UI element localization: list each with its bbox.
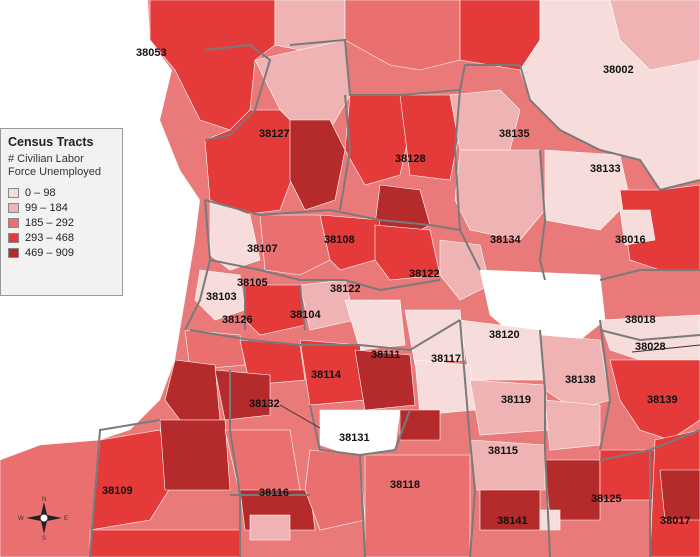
zip-label: 38109 [102,485,133,497]
zip-label: 38133 [590,163,621,175]
legend-swatch [8,202,19,213]
zip-label: 38117 [431,353,461,365]
zip-label: 38114 [311,369,342,381]
zip-label: 38135 [499,128,530,140]
legend-item: 0 – 98 [8,185,115,200]
legend-subtitle-line1: # Civilian Labor [8,153,84,165]
legend-item: 185 – 292 [8,215,115,230]
zip-label: 38111 [371,349,400,361]
zip-label: 38128 [395,153,426,165]
zip-boundaries [89,38,700,557]
legend-subtitle: # Civilian Labor Force Unemployed [8,153,115,179]
compass-w: W [18,516,24,522]
legend-label: 293 – 468 [25,231,74,244]
compass-s: S [42,536,46,540]
zip-label: 38120 [489,329,520,341]
compass-e: E [64,516,68,522]
zip-label: 38115 [488,445,518,457]
legend-label: 99 – 184 [25,201,68,214]
zip-label: 38126 [222,314,253,326]
zip-label: 38104 [290,309,321,321]
zip-label: 38122 [330,283,361,295]
zip-label: 38132 [249,398,280,410]
compass-n: N [42,497,46,503]
legend-subtitle-line2: Force Unemployed [8,166,101,178]
zip-label: 38141 [497,515,528,527]
zip-label: 38119 [501,394,531,406]
zip-label: 38138 [565,374,596,386]
zip-label: 38108 [324,234,355,246]
zip-label: 38118 [390,479,420,491]
zip-label: 38116 [259,487,289,499]
zip-label: 38002 [603,64,634,76]
zip-label: 38103 [206,291,237,303]
zip-label: 38134 [490,234,521,246]
zip-label: 38127 [259,128,290,140]
legend-swatch [8,187,19,198]
zip-labels: 38053 38002 38127 38135 38128 38133 3810… [102,47,691,527]
zip-label: 38018 [625,314,656,326]
legend-swatch [8,232,19,243]
zip-label: 38016 [615,234,646,246]
zip-label: 38107 [247,243,278,255]
zip-label: 38017 [660,515,691,527]
legend-label: 469 – 909 [25,246,74,259]
zip-label: 38122 [409,268,440,280]
zip-label: 38125 [591,493,622,505]
zip-label: 38053 [136,47,167,59]
zip-label: 38105 [237,277,268,289]
legend-title: Census Tracts [8,135,94,149]
zip-label: 38139 [647,394,678,406]
compass-rose-icon: N S W E [18,497,68,540]
legend-item: 99 – 184 [8,200,115,215]
legend-item: 469 – 909 [8,245,115,260]
legend-label: 185 – 292 [25,216,74,229]
zip-label: 38131 [339,432,370,444]
legend-swatch [8,247,19,258]
legend-swatch [8,217,19,228]
legend-item: 293 – 468 [8,230,115,245]
legend: Census Tracts # Civilian Labor Force Une… [0,128,123,296]
legend-label: 0 – 98 [25,186,56,199]
zip-label: 38028 [635,341,666,353]
